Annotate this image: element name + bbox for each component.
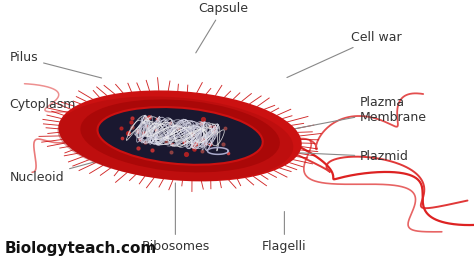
Text: Cell war: Cell war [287, 31, 401, 77]
Text: Cytoplasm: Cytoplasm [9, 98, 92, 124]
Ellipse shape [81, 99, 280, 172]
Ellipse shape [98, 107, 263, 165]
Ellipse shape [58, 90, 302, 181]
Text: Capsule: Capsule [196, 2, 248, 53]
Text: Plazmid: Plazmid [273, 150, 409, 163]
Text: Ribosomes: Ribosomes [141, 183, 210, 253]
Text: Nucleoid: Nucleoid [9, 157, 111, 184]
Text: Plazma
Membrane: Plazma Membrane [287, 96, 427, 130]
Ellipse shape [57, 97, 293, 181]
Text: Pilus: Pilus [9, 51, 101, 78]
Text: Biologyteach.com: Biologyteach.com [5, 240, 157, 256]
Text: Flagelli: Flagelli [262, 211, 307, 253]
